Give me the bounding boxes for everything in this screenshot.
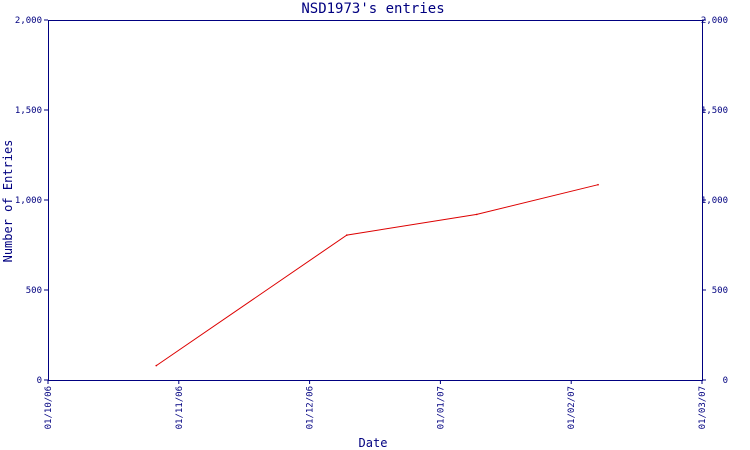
right-y-tick-label: 1,500 <box>701 106 728 116</box>
x-tick-label: 01/12/06 <box>306 386 316 429</box>
x-axis-ticks: 01/10/06 01/11/06 01/12/06 01/01/07 01/02/07… <box>44 380 708 429</box>
chart-title: NSD1973's entries <box>301 1 444 17</box>
x-axis-title: Date <box>359 436 388 450</box>
left-y-axis-ticks: 0 500 1,000 1,500 2,000 <box>15 16 48 386</box>
right-y-tick-label: 500 <box>712 286 728 296</box>
plot-area-frame <box>48 20 703 381</box>
data-point <box>346 234 348 236</box>
left-y-tick-label: 1,500 <box>15 106 42 116</box>
x-tick-label: 01/11/06 <box>175 386 185 429</box>
right-y-tick-label: 0 <box>723 376 728 386</box>
x-tick-label: 01/01/07 <box>436 386 446 429</box>
x-tick-label: 01/02/07 <box>567 386 577 429</box>
data-point <box>475 213 478 216</box>
right-y-tick-label: 2,000 <box>701 16 728 26</box>
series-layer <box>155 183 599 367</box>
x-tick-label: 01/10/06 <box>44 386 54 429</box>
right-y-axis-ticks: 0 500 1,000 1,500 2,000 <box>701 16 728 386</box>
left-y-tick-label: 1,000 <box>15 196 42 206</box>
data-point <box>597 183 599 186</box>
left-y-tick-label: 500 <box>26 286 42 296</box>
x-tick-label: 01/03/07 <box>698 386 708 429</box>
data-point <box>155 364 158 367</box>
y-axis-title: Number of Entries <box>1 140 15 263</box>
left-y-tick-label: 0 <box>37 376 42 386</box>
left-y-tick-label: 2,000 <box>15 16 42 26</box>
series-line-0 <box>156 184 599 367</box>
right-y-tick-label: 1,000 <box>701 196 728 206</box>
